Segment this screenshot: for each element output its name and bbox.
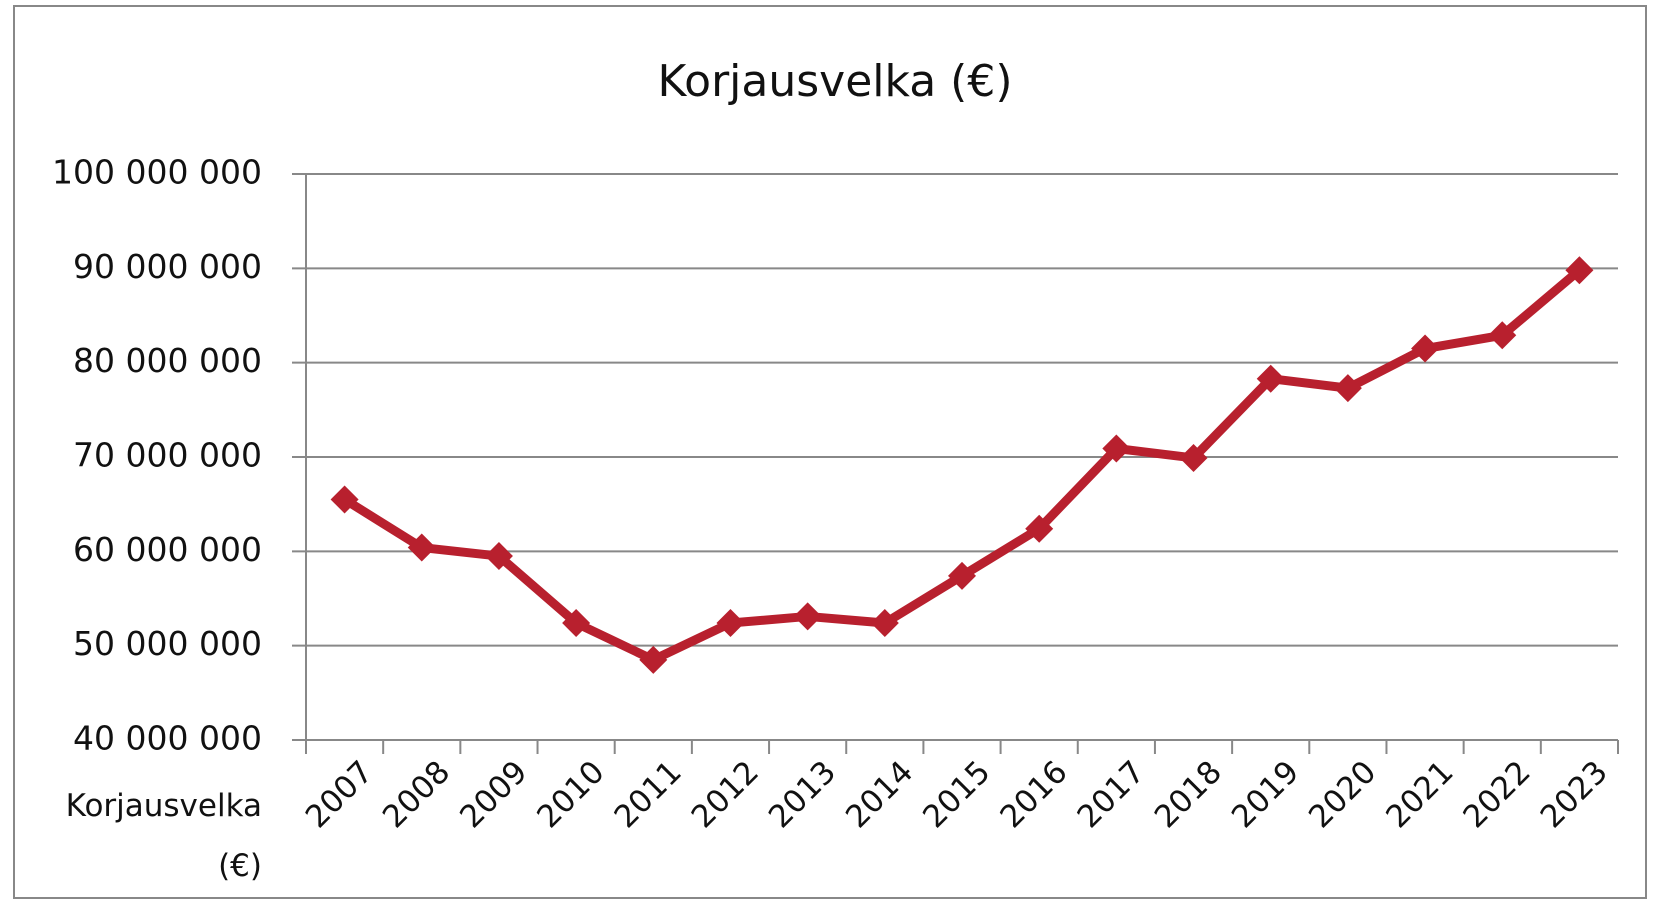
data-marker bbox=[1411, 334, 1440, 363]
x-tick-label: 2023 bbox=[1534, 754, 1615, 835]
data-marker bbox=[870, 609, 899, 638]
data-marker bbox=[1102, 434, 1131, 463]
chart-border bbox=[13, 5, 1647, 899]
x-tick-label: 2014 bbox=[839, 754, 920, 835]
x-tick-label: 2016 bbox=[993, 754, 1074, 835]
chart-title: Korjausvelka (€) bbox=[658, 56, 1013, 107]
legend-label: Korjausvelka (€) bbox=[65, 788, 262, 884]
data-marker bbox=[407, 533, 436, 562]
x-tick-label: 2012 bbox=[685, 754, 766, 835]
x-tick-label: 2019 bbox=[1225, 754, 1306, 835]
y-tick-label: 80 000 000 bbox=[73, 341, 262, 380]
data-marker bbox=[330, 485, 359, 514]
data-marker bbox=[1488, 321, 1517, 350]
data-marker bbox=[1025, 514, 1054, 543]
data-marker bbox=[484, 542, 513, 571]
data-marker bbox=[948, 561, 976, 590]
y-tick-label: 50 000 000 bbox=[73, 624, 262, 663]
y-tick-label: 40 000 000 bbox=[73, 719, 262, 758]
y-tick-label: 90 000 000 bbox=[73, 247, 262, 286]
data-marker bbox=[1333, 374, 1362, 403]
x-tick-label: 2018 bbox=[1148, 754, 1229, 835]
x-tick-label: 2011 bbox=[608, 754, 689, 835]
x-tick-label: 2009 bbox=[453, 754, 534, 835]
x-tick-label: 2010 bbox=[530, 754, 611, 835]
x-tick-label: 2008 bbox=[376, 754, 457, 835]
x-tick-label: 2022 bbox=[1456, 754, 1537, 835]
y-tick-label: 70 000 000 bbox=[73, 436, 262, 475]
data-marker bbox=[716, 609, 745, 638]
data-marker bbox=[1179, 443, 1208, 472]
y-tick-label: 100 000 000 bbox=[52, 153, 262, 192]
x-tick-label: 2015 bbox=[916, 754, 997, 835]
data-marker bbox=[793, 602, 822, 631]
data-marker bbox=[639, 645, 668, 674]
y-tick-label: 60 000 000 bbox=[73, 530, 262, 569]
x-tick-label: 2021 bbox=[1379, 754, 1460, 835]
x-tick-label: 2007 bbox=[299, 754, 380, 835]
x-tick-label: 2020 bbox=[1302, 754, 1383, 835]
data-marker bbox=[1256, 364, 1285, 393]
data-marker bbox=[1565, 256, 1594, 285]
series-line bbox=[342, 266, 1583, 665]
x-tick-label: 2017 bbox=[1071, 754, 1152, 835]
x-tick-label: 2013 bbox=[762, 754, 843, 835]
data-marker bbox=[562, 609, 591, 638]
